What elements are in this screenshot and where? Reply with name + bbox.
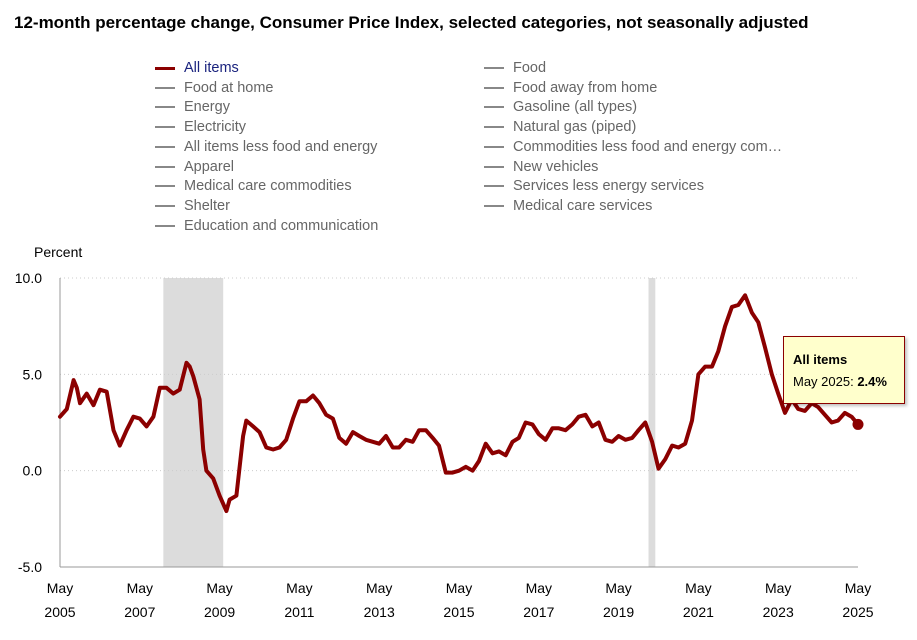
legend-swatch xyxy=(155,224,175,227)
x-tick-month: May xyxy=(366,580,392,596)
legend-item-commodities-less-food-and-energy-com[interactable]: Commodities less food and energy com… xyxy=(484,137,782,157)
y-axis-label: Percent xyxy=(34,244,83,260)
x-tick-month: May xyxy=(286,580,312,596)
y-tick-label: 10.0 xyxy=(15,270,42,286)
x-tick-month: May xyxy=(845,580,871,596)
legend-item-services-less-energy-services[interactable]: Services less energy services xyxy=(484,176,704,196)
tooltip-value-line: May 2025: 2.4% xyxy=(793,371,904,393)
x-tick-year: 2015 xyxy=(443,604,474,620)
series-layer xyxy=(58,293,864,514)
x-tick-year: 2023 xyxy=(763,604,794,620)
legend-item-education-and-communication[interactable]: Education and communication xyxy=(155,216,378,236)
legend-label: Gasoline (all types) xyxy=(513,99,638,116)
legend-label: New vehicles xyxy=(513,158,599,175)
x-tick-year: 2013 xyxy=(364,604,395,620)
legend-swatch xyxy=(484,204,504,207)
x-tick-month: May xyxy=(127,580,153,596)
legend-label: Natural gas (piped) xyxy=(513,119,637,136)
legend-label: Services less energy services xyxy=(513,178,704,195)
tooltip-date: May 2025: xyxy=(793,374,858,389)
legend-item-all-items-less-food-and-energy[interactable]: All items less food and energy xyxy=(155,137,377,157)
legend-swatch xyxy=(484,126,504,129)
legend-item-food-away-from-home[interactable]: Food away from home xyxy=(484,78,657,98)
legend-swatch xyxy=(155,145,175,148)
legend-item-electricity[interactable]: Electricity xyxy=(155,117,246,137)
legend-label: All items less food and energy xyxy=(184,138,378,155)
legend-swatch xyxy=(484,165,504,168)
legend-item-gasoline-all-types[interactable]: Gasoline (all types) xyxy=(484,97,637,117)
tooltip-title: All items xyxy=(793,352,848,367)
tick-labels: 10.0 5.0 0.0 -5.0 May 2005 May 2007 May 2009 May 20… xyxy=(15,270,874,620)
legend-label: Medical care commodities xyxy=(184,178,352,195)
series-line-all-items xyxy=(58,293,860,514)
legend-label: Food away from home xyxy=(513,79,658,96)
x-tick-year: 2017 xyxy=(523,604,554,620)
legend-swatch xyxy=(155,126,175,129)
x-tick-year: 2005 xyxy=(44,604,75,620)
legend-swatch xyxy=(155,86,175,89)
legend-swatch xyxy=(155,106,175,109)
y-tick-label: 0.0 xyxy=(23,463,43,479)
legend-item-medical-care-services[interactable]: Medical care services xyxy=(484,196,652,216)
x-tick-year: 2019 xyxy=(603,604,634,620)
legend-label: Electricity xyxy=(184,119,247,136)
legend-label: Medical care services xyxy=(513,197,653,214)
legend-swatch xyxy=(484,86,504,89)
x-tick-month: May xyxy=(446,580,472,596)
data-tooltip: All items May 2025: 2.4% xyxy=(783,336,905,404)
legend-item-food[interactable]: Food xyxy=(484,58,546,78)
x-tick-year: 2009 xyxy=(204,604,235,620)
x-tick-month: May xyxy=(605,580,631,596)
chart-title: 12-month percentage change, Consumer Pri… xyxy=(14,13,809,32)
legend-swatch xyxy=(484,106,504,109)
highlight-point xyxy=(852,418,864,430)
legend-swatch xyxy=(155,185,175,188)
legend-swatch xyxy=(484,145,504,148)
x-tick-month: May xyxy=(206,580,232,596)
legend-swatch xyxy=(155,204,175,207)
x-tick-month: May xyxy=(685,580,711,596)
legend-item-all-items[interactable]: All items xyxy=(155,58,239,78)
legend-item-shelter[interactable]: Shelter xyxy=(155,196,230,216)
legend: All items Food at home Energy Electricity Al… xyxy=(0,58,917,238)
x-tick-month: May xyxy=(526,580,552,596)
recession-band xyxy=(648,278,656,567)
legend-label: Education and communication xyxy=(184,217,379,234)
recession-bands xyxy=(163,278,656,567)
legend-label: Commodities less food and energy com… xyxy=(513,138,783,155)
x-tick-month: May xyxy=(47,580,73,596)
x-tick-year: 2025 xyxy=(842,604,873,620)
legend-label: Energy xyxy=(184,99,230,116)
legend-item-food-at-home[interactable]: Food at home xyxy=(155,78,273,98)
axes xyxy=(59,278,858,568)
legend-label: Food xyxy=(513,60,547,76)
y-tick-label: -5.0 xyxy=(18,559,42,575)
legend-swatch xyxy=(484,185,504,188)
legend-label: Shelter xyxy=(184,197,230,214)
x-tick-month: May xyxy=(765,580,791,596)
legend-label: Food at home xyxy=(184,79,274,96)
legend-swatch xyxy=(155,66,175,70)
legend-label: All items xyxy=(184,60,239,76)
legend-item-natural-gas-piped[interactable]: Natural gas (piped) xyxy=(484,117,636,137)
legend-swatch xyxy=(484,67,504,69)
tooltip-value: 2.4% xyxy=(857,374,887,389)
legend-item-new-vehicles[interactable]: New vehicles xyxy=(484,157,598,177)
recession-band xyxy=(163,278,224,567)
y-tick-label: 5.0 xyxy=(23,366,43,382)
legend-item-energy[interactable]: Energy xyxy=(155,97,230,117)
x-tick-year: 2011 xyxy=(284,604,314,620)
legend-item-medical-care-commodities[interactable]: Medical care commodities xyxy=(155,176,352,196)
legend-label: Apparel xyxy=(184,158,234,175)
x-tick-year: 2021 xyxy=(683,604,714,620)
x-tick-year: 2007 xyxy=(124,604,155,620)
legend-item-apparel[interactable]: Apparel xyxy=(155,157,234,177)
legend-swatch xyxy=(155,165,175,168)
